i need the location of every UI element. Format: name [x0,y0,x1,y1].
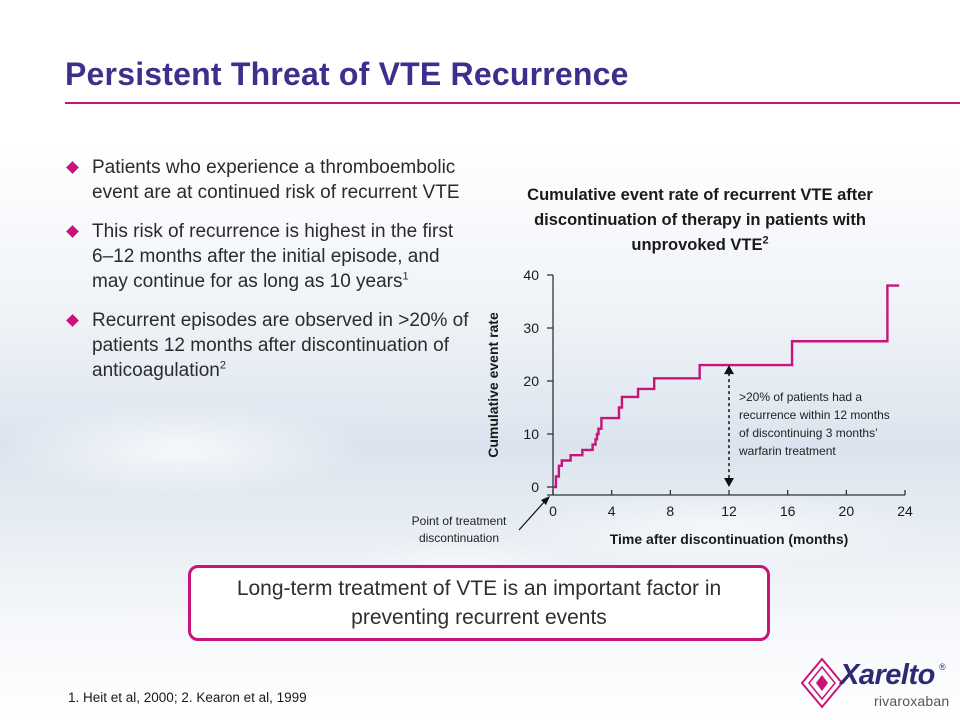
annotation-text-line: >20% of patients had a [739,390,862,404]
logo-generic-name: rivaroxaban [874,693,950,709]
bullet-item: This risk of recurrence is highest in th… [66,219,478,294]
bullet-reference: 2 [219,359,226,372]
annotation-text: >20% of patients had a recurrence within … [738,390,890,458]
logo-registered-mark: ® [939,662,946,672]
bullet-text: Recurrent episodes are observed in >20% … [92,310,469,381]
bullet-reference: 1 [402,270,409,283]
references-footnote: 1. Heit et al, 2000; 2. Kearon et al, 19… [68,690,307,705]
x-tick-label: 24 [897,503,913,519]
bullet-item: Recurrent episodes are observed in >20% … [66,308,478,383]
chart-title-reference: 2 [762,234,769,247]
annotation-arrowhead-bottom [724,478,734,487]
y-tick-label: 20 [523,373,539,389]
x-tick-label: 4 [608,503,616,519]
discontinuation-label-line: Point of treatment [412,514,507,528]
y-axis-label: Cumulative event rate [485,312,501,458]
key-message-text: Long-term treatment of VTE is an importa… [236,577,722,629]
series-line [553,284,900,489]
annotation-text-line: recurrence within 12 months [739,408,890,422]
page-title: Persistent Threat of VTE Recurrence [65,56,629,92]
x-tick-label: 8 [666,503,674,519]
bullet-item: Patients who experience a thromboembolic… [66,155,478,205]
discontinuation-pointer-arrowhead [541,496,550,505]
annotation-arrowhead-top [724,365,734,375]
bullet-list: Patients who experience a thromboembolic… [66,155,478,397]
bullet-text: This risk of recurrence is highest in th… [92,221,454,292]
y-tick-label: 30 [523,320,539,336]
discontinuation-label-line: discontinuation [419,531,499,545]
x-tick-label: 16 [780,503,796,519]
annotation-text-line: warfarin treatment [738,444,836,458]
annotation-text-line: of discontinuing 3 months’ [739,426,878,440]
chart-title-text: Cumulative event rate of recurrent VTE a… [527,186,873,254]
key-message-box: Long-term treatment of VTE is an importa… [188,565,770,641]
y-tick-label: 0 [531,479,539,495]
discontinuation-label: Point of treatment discontinuation [412,514,507,545]
x-axis-label: Time after discontinuation (months) [610,531,849,547]
y-tick-label: 40 [523,267,539,283]
title-divider [65,102,960,104]
x-tick-label: 12 [721,503,737,519]
logo-diamond-icon [800,657,844,709]
chart-title: Cumulative event rate of recurrent VTE a… [495,183,905,258]
discontinuation-pointer-line [518,500,546,531]
logo-wordmark: Xarelto [840,659,935,691]
brand-logo: Xarelto ® rivaroxaban [800,655,950,710]
x-tick-label: 0 [549,503,557,519]
x-tick-label: 20 [839,503,855,519]
bullet-text: Patients who experience a thromboembolic… [92,157,460,203]
y-tick-label: 10 [523,426,539,442]
